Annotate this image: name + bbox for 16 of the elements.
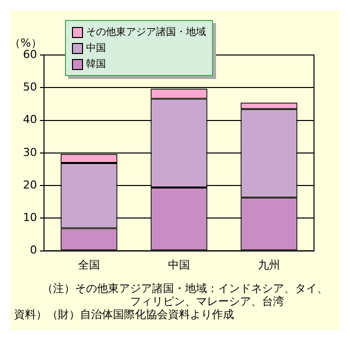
y-tick-label: 60 <box>22 48 37 61</box>
legend-label: 中国 <box>86 42 106 55</box>
y-tick-label: 30 <box>22 146 37 159</box>
legend-label: その他東アジア諸国・地域 <box>86 26 206 39</box>
x-tick-label: 中国 <box>168 258 190 272</box>
x-tick-label: 九州 <box>258 258 280 272</box>
legend-label: 韓国 <box>86 58 106 71</box>
y-tick-label: 20 <box>22 178 37 192</box>
x-tick-label: 全国 <box>78 258 100 272</box>
y-tick-label: 0 <box>30 244 37 257</box>
y-axis-title: （%） <box>10 36 42 50</box>
y-tick-label: 40 <box>22 113 37 126</box>
text: 資料）（財）自治体国際化協会資料より作成 <box>14 308 235 321</box>
y-tick-label: 10 <box>22 211 37 224</box>
text: （注）その他東アジア諸国・地域：インドネシア、タイ、フィリピン、マレーシア、台湾 <box>42 282 329 308</box>
y-tick-label: 50 <box>22 80 37 94</box>
